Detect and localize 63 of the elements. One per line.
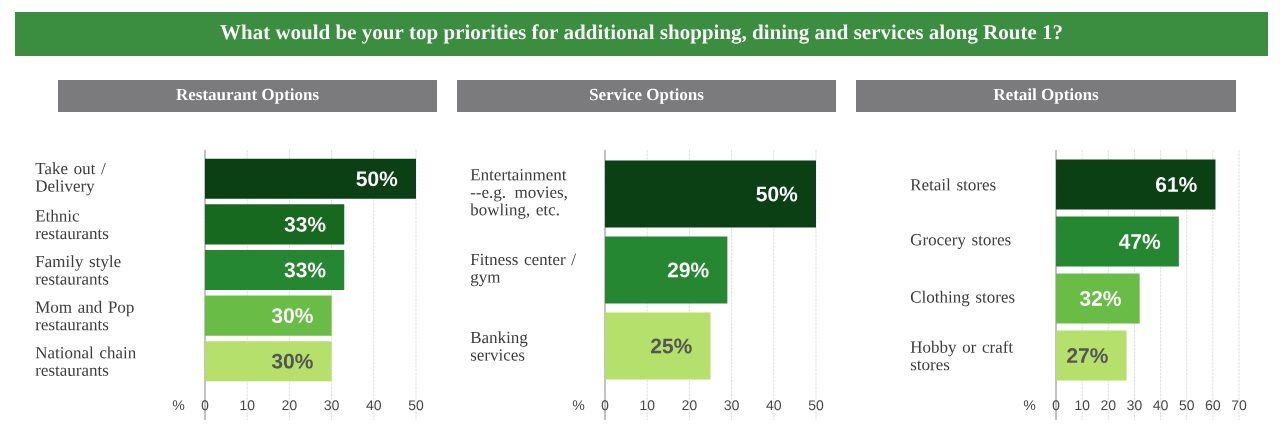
x-tick-label: 0 — [201, 400, 209, 411]
y-tick-label: Ethnic restaurants — [35, 209, 109, 240]
x-tick-label: 20 — [282, 400, 297, 411]
y-tick-label: Grocery stores — [910, 234, 1011, 249]
data-label: 33% — [284, 262, 326, 278]
x-tick-label: 10 — [1075, 400, 1090, 411]
data-label: 61% — [1156, 177, 1197, 192]
y-tick-label: Fitness center / gym — [470, 253, 576, 287]
data-label: 50% — [356, 171, 398, 187]
data-label: 47% — [1118, 234, 1161, 249]
x-tick-label: 30 — [1127, 400, 1142, 411]
x-tick-label: 0 — [601, 400, 609, 411]
x-tick-label: 40 — [1153, 400, 1168, 411]
bar — [605, 160, 816, 228]
x-axis-title: % — [572, 400, 585, 411]
bar — [205, 158, 416, 199]
data-label: 29% — [667, 262, 709, 278]
x-tick-label: 30 — [724, 400, 739, 411]
x-tick-label: 50 — [408, 400, 424, 411]
chart-subtitle: Service Options — [590, 88, 704, 104]
y-tick-label: Retail stores — [910, 178, 996, 191]
bar — [1056, 159, 1216, 210]
x-tick-label: 70 — [1231, 400, 1247, 411]
x-axis-title: % — [1023, 400, 1036, 411]
data-label: 30% — [271, 353, 313, 369]
bar — [1056, 273, 1140, 324]
x-tick-label: 20 — [682, 400, 697, 411]
data-label: 50% — [756, 186, 798, 202]
y-tick-label: Hobby or craft stores — [910, 340, 1014, 371]
bar — [1056, 330, 1127, 381]
data-label: 30% — [271, 308, 313, 324]
bar — [205, 295, 332, 336]
x-tick-label: 40 — [366, 400, 382, 411]
x-tick-label: 50 — [1179, 400, 1194, 411]
y-tick-label: Entertainment --e.g. movies, bowling, etc. — [470, 169, 567, 219]
y-tick-label: Take out / Delivery — [35, 162, 106, 196]
y-tick-label: Mom and Pop restaurants — [35, 300, 134, 331]
y-tick-label: Family style restaurants — [35, 255, 121, 285]
x-tick-label: 10 — [640, 400, 655, 411]
x-tick-label: 10 — [240, 400, 255, 411]
y-tick-label: Banking services — [470, 331, 528, 361]
data-label: 33% — [284, 216, 326, 232]
data-label: 27% — [1067, 348, 1108, 363]
y-tick-label: National chain restaurants — [35, 346, 136, 376]
bar — [205, 249, 345, 291]
x-tick-label: 20 — [1101, 400, 1116, 411]
chart-subtitle: Retail Options — [993, 88, 1099, 104]
y-tick-label: Clothing stores — [910, 290, 1015, 307]
x-tick-label: 50 — [808, 400, 824, 411]
x-axis-title: % — [172, 400, 185, 411]
bar — [205, 204, 345, 245]
x-tick-label: 60 — [1205, 400, 1221, 411]
bar — [605, 236, 728, 304]
bar — [205, 341, 332, 382]
x-tick-label: 40 — [766, 400, 782, 411]
bar — [1056, 216, 1179, 267]
x-tick-label: 0 — [1052, 400, 1060, 411]
bar — [605, 312, 711, 380]
data-label: 25% — [651, 338, 692, 354]
x-tick-label: 30 — [324, 400, 339, 411]
data-label: 32% — [1079, 291, 1121, 306]
text: What would be your top priorities for additional shopping, dining and services along Route 1? — [220, 24, 1062, 44]
chart-subtitle: Restaurant Options — [176, 88, 319, 104]
